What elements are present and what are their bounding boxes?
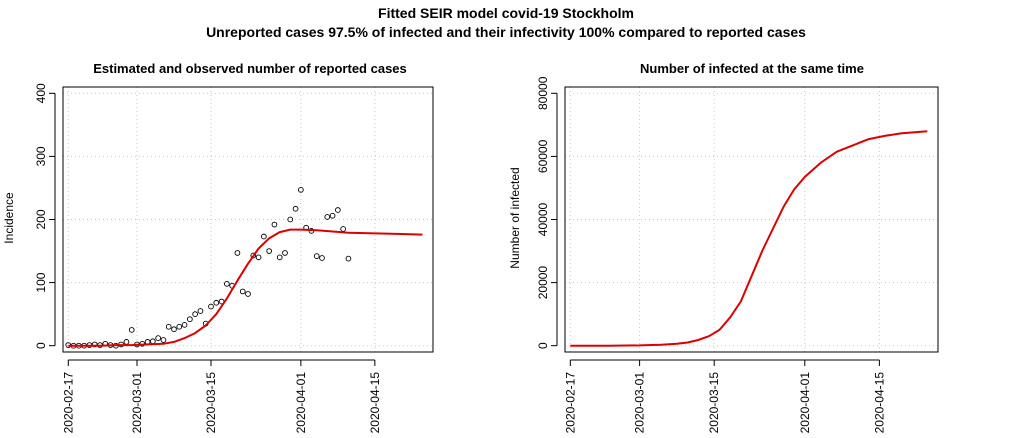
fitted-curve xyxy=(68,228,423,347)
observed-point xyxy=(292,205,299,212)
infected-plot-frame xyxy=(564,86,939,353)
observed-point xyxy=(261,233,267,240)
figure-title-line2: Unreported cases 97.5% of infected and t… xyxy=(206,24,806,40)
incidence-x-tick-label: 2020-03-01 xyxy=(130,372,144,434)
observed-point xyxy=(298,186,304,193)
observed-point xyxy=(181,322,188,328)
infected-chart-title: Number of infected at the same time xyxy=(640,61,864,76)
incidence-x-tick-label: 2020-04-15 xyxy=(368,372,382,434)
observed-point xyxy=(192,311,198,317)
infected-x-tick-label: 2020-04-15 xyxy=(872,372,886,434)
observed-point xyxy=(171,326,177,333)
infected-y-tick-label: 20000 xyxy=(536,266,550,300)
observed-point xyxy=(276,254,283,261)
incidence-plot-frame xyxy=(62,86,434,353)
infected-chart: Number of infected at the same time Numb… xyxy=(508,61,939,434)
observed-point xyxy=(155,335,161,341)
observed-point xyxy=(176,323,183,330)
incidence-chart: Estimated and observed number of reporte… xyxy=(2,61,434,434)
observed-point xyxy=(340,226,346,232)
observed-point xyxy=(255,254,262,261)
observed-point xyxy=(287,216,294,223)
observed-point xyxy=(239,288,246,295)
infected-x-tick-label: 2020-03-01 xyxy=(633,372,647,434)
incidence-y-tick-label: 100 xyxy=(34,272,48,292)
incidence-chart-title: Estimated and observed number of reporte… xyxy=(93,61,407,76)
observed-point xyxy=(224,281,230,287)
observed-point xyxy=(91,341,98,348)
observed-point xyxy=(345,255,352,262)
incidence-x-tick-label: 2020-02-17 xyxy=(61,372,75,434)
observed-point xyxy=(329,212,336,219)
incidence-x-tick-label: 2020-03-15 xyxy=(204,372,218,434)
figure-title-line1: Fitted SEIR model covid-19 Stockholm xyxy=(378,5,634,21)
infected-x-tick-label: 2020-03-15 xyxy=(707,372,721,434)
incidence-y-tick-label: 200 xyxy=(34,209,48,229)
observed-point xyxy=(234,250,241,256)
infected-x-tick-label: 2020-02-17 xyxy=(563,372,577,434)
observed-point xyxy=(123,339,130,345)
infected-x-tick-label: 2020-04-01 xyxy=(798,372,812,434)
infected-y-tick-label: 80000 xyxy=(536,76,550,110)
observed-point xyxy=(313,253,320,259)
observed-point xyxy=(324,214,331,220)
infected-y-tick-label: 60000 xyxy=(536,139,550,173)
infected-y-tick-label: 40000 xyxy=(536,202,550,236)
infected-y-axis-label: Number of infected xyxy=(508,167,522,268)
incidence-x-tick-label: 2020-04-01 xyxy=(294,372,308,434)
observed-point xyxy=(208,303,214,310)
infected-y-tick-label: 0 xyxy=(536,342,550,349)
observed-point xyxy=(271,221,278,228)
observed-point xyxy=(160,337,167,343)
observed-point xyxy=(282,250,288,256)
observed-point xyxy=(150,338,156,345)
observed-point xyxy=(187,316,193,323)
observed-point xyxy=(245,291,251,297)
incidence-y-tick-label: 300 xyxy=(34,146,48,166)
observed-point xyxy=(335,207,341,213)
observed-point xyxy=(165,323,172,330)
observed-point xyxy=(213,299,220,306)
observed-point xyxy=(197,308,204,314)
observed-point xyxy=(319,255,325,261)
incidence-y-tick-label: 0 xyxy=(34,342,48,349)
observed-point xyxy=(266,248,272,254)
infected-curve xyxy=(570,130,928,347)
observed-point xyxy=(128,327,135,333)
incidence-y-axis-label: Incidence xyxy=(2,192,16,244)
incidence-y-tick-label: 400 xyxy=(34,83,48,103)
